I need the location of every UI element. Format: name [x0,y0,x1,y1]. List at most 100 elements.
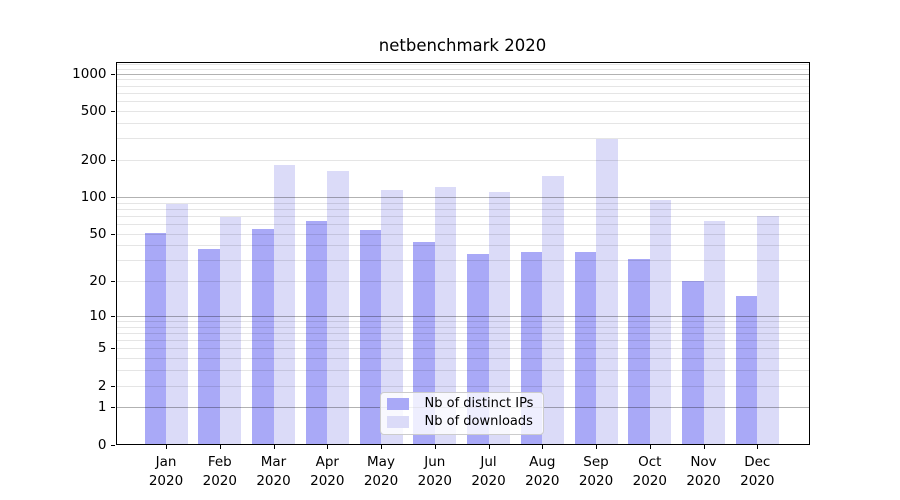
x-tick-mark [703,445,705,449]
bar-jan-2020-nb-of-downloads [166,203,188,445]
x-tick-label: Jun 2020 [417,453,452,490]
bar-apr-2020-nb-of-distinct-ips [305,220,328,445]
bar-feb-2020-nb-of-distinct-ips [198,249,220,445]
bar-aug-2020-nb-of-downloads [542,176,564,445]
x-tick-label: Mar 2020 [256,453,291,490]
gridline-major [115,315,810,317]
bar-may-2020-nb-of-distinct-ips [359,229,381,445]
legend-swatch-distinct-ips [386,398,409,411]
gridline-minor [115,64,810,65]
bar-nov-2020-nb-of-downloads [703,221,725,445]
gridline-minor [115,348,810,350]
x-tick-label: Aug 2020 [525,453,560,490]
x-tick-mark [488,445,490,449]
gridline-minor [115,208,810,210]
y-tick-mark [111,444,115,446]
gridline-major [115,73,810,75]
x-tick-label: Apr 2020 [310,453,345,490]
bar-dec-2020-nb-of-distinct-ips [735,295,758,445]
gridline-minor [115,79,810,81]
y-tick-label: 500 [80,102,107,119]
x-tick-label: Dec 2020 [740,453,775,490]
x-tick-mark [434,445,436,449]
x-tick-mark [757,445,759,449]
gridline-minor [115,85,810,87]
gridline-minor [115,101,810,103]
bar-may-2020-nb-of-downloads [381,190,403,445]
x-tick-label: May 2020 [363,453,399,490]
bar-dec-2020-nb-of-downloads [757,215,779,445]
x-tick-label: Nov 2020 [686,453,721,490]
legend-swatch-downloads [386,415,409,428]
y-tick-label: 100 [80,188,107,205]
y-tick-label: 0 [97,436,107,453]
legend-item-downloads: Nb of downloads [386,413,537,430]
bar-nov-2020-nb-of-distinct-ips [682,281,704,445]
y-tick-mark [111,233,115,235]
bar-jun-2020-nb-of-downloads [434,187,457,445]
x-tick-label: Jul 2020 [471,453,506,490]
gridline-major [115,196,810,198]
bar-oct-2020-nb-of-distinct-ips [628,258,650,445]
x-tick-label: Feb 2020 [202,453,237,490]
gridline-minor [115,223,810,225]
bar-mar-2020-nb-of-distinct-ips [252,228,274,445]
gridline-minor [115,202,810,204]
y-tick-label: 5 [97,340,107,357]
gridline-minor [115,370,810,372]
y-tick-mark [111,315,115,317]
gridline-minor [115,159,810,161]
y-tick-label: 2 [97,377,107,394]
gridline-minor [115,138,810,140]
gridline-minor [115,68,810,70]
gridline-minor [115,260,810,262]
plot-area: Nb of distinct IPs Nb of downloads [115,61,810,445]
x-tick-mark [219,445,221,449]
gridline-minor [115,320,810,322]
x-tick-label: Sep 2020 [578,453,614,490]
x-tick-mark [327,445,329,449]
bar-sep-2020-nb-of-downloads [596,139,618,445]
gridline-minor [115,92,810,94]
gridline-minor [115,358,810,360]
legend-label-distinct-ips: Nb of distinct IPs [424,396,534,412]
legend-label-downloads: Nb of downloads [424,413,533,429]
y-tick-mark [111,407,115,409]
gridline-minor [115,110,810,112]
y-tick-mark [111,348,115,350]
bar-jul-2020-nb-of-downloads [488,192,510,445]
y-tick-mark [111,110,115,112]
gridline-minor [115,340,810,342]
bar-mar-2020-nb-of-downloads [273,165,295,445]
gridline-minor [115,245,810,247]
y-tick-mark [111,159,115,161]
bar-jan-2020-nb-of-distinct-ips [144,232,166,445]
y-tick-label: 50 [89,225,107,242]
x-tick-mark [273,445,275,449]
bar-oct-2020-nb-of-downloads [649,199,672,445]
gridline-minor [115,326,810,328]
chart-title: netbenchmark 2020 [378,36,547,55]
gridline-minor [115,122,810,124]
x-tick-mark [542,445,544,449]
bar-sep-2020-nb-of-distinct-ips [574,252,596,445]
x-tick-label: Jan 2020 [148,453,184,490]
bar-feb-2020-nb-of-downloads [219,217,242,445]
legend-item-distinct-ips: Nb of distinct IPs [386,396,537,412]
y-tick-label: 20 [89,273,107,290]
gridline-minor [115,332,810,334]
gridline-minor [115,281,810,283]
y-tick-label: 1 [97,399,107,416]
x-tick-label: Oct 2020 [632,453,667,490]
y-tick-label: 10 [89,307,107,324]
gridline-minor [115,215,810,217]
x-tick-mark [381,445,382,449]
y-tick-label: 200 [80,151,107,168]
x-tick-mark [166,445,167,449]
legend: Nb of distinct IPs Nb of downloads [379,391,544,435]
y-tick-mark [111,73,115,75]
x-tick-mark [596,445,597,449]
y-tick-label: 1000 [72,65,107,82]
bar-apr-2020-nb-of-downloads [327,171,349,445]
